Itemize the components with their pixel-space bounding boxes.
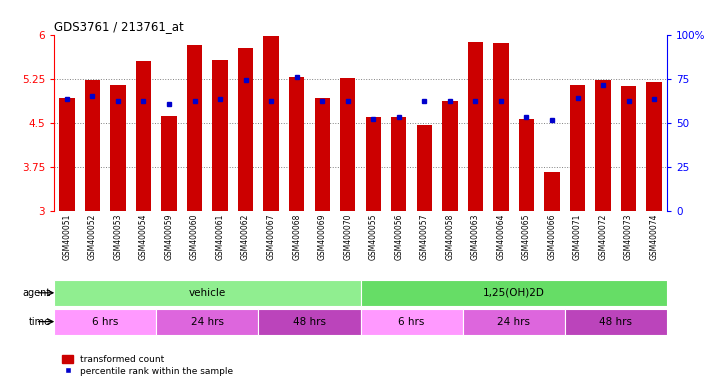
Bar (647, 82, 662, 211)
Bar (187, 45, 202, 211)
Text: 48 hrs: 48 hrs (599, 316, 632, 327)
Bar (238, 48, 253, 211)
Text: GSM400073: GSM400073 (624, 213, 633, 260)
Text: GDS3761 / 213761_at: GDS3761 / 213761_at (54, 20, 184, 33)
Text: GSM400052: GSM400052 (88, 213, 97, 260)
Text: GSM400058: GSM400058 (446, 213, 454, 260)
Bar (340, 78, 355, 211)
Bar (544, 172, 559, 211)
Text: GSM400067: GSM400067 (267, 213, 275, 260)
Bar (360, 309, 463, 334)
Text: GSM400074: GSM400074 (650, 213, 659, 260)
Bar (468, 42, 483, 211)
Bar (360, 280, 667, 306)
Bar (596, 81, 611, 211)
Bar (162, 116, 177, 211)
Text: GSM400071: GSM400071 (573, 213, 582, 260)
Text: 24 hrs: 24 hrs (191, 316, 224, 327)
Text: GSM400060: GSM400060 (190, 213, 199, 260)
Bar (314, 98, 329, 211)
Text: 48 hrs: 48 hrs (293, 316, 326, 327)
Bar (442, 101, 458, 211)
Bar (519, 119, 534, 211)
Bar (565, 309, 667, 334)
Text: GSM400064: GSM400064 (497, 213, 505, 260)
Text: GSM400055: GSM400055 (368, 213, 378, 260)
Text: GSM400057: GSM400057 (420, 213, 429, 260)
Bar (213, 60, 228, 211)
Text: GSM400059: GSM400059 (164, 213, 174, 260)
Text: GSM400061: GSM400061 (216, 213, 224, 260)
Bar (366, 117, 381, 211)
Bar (289, 77, 304, 211)
Text: GSM400053: GSM400053 (113, 213, 123, 260)
Text: GSM400054: GSM400054 (139, 213, 148, 260)
Text: GSM400070: GSM400070 (343, 213, 353, 260)
Text: agent: agent (22, 288, 50, 298)
Bar (54, 280, 360, 306)
Bar (391, 117, 407, 211)
Bar (493, 43, 508, 211)
Text: 6 hrs: 6 hrs (92, 316, 118, 327)
Text: GSM400056: GSM400056 (394, 213, 403, 260)
Bar (263, 36, 279, 211)
Text: 1,25(OH)2D: 1,25(OH)2D (483, 288, 544, 298)
Bar (570, 84, 585, 211)
Text: GSM400069: GSM400069 (318, 213, 327, 260)
Bar (258, 309, 360, 334)
Text: GSM400068: GSM400068 (292, 213, 301, 260)
Bar (463, 309, 565, 334)
Bar (156, 309, 258, 334)
Text: GSM400063: GSM400063 (471, 213, 480, 260)
Bar (417, 125, 432, 211)
Legend: transformed count, percentile rank within the sample: transformed count, percentile rank withi… (58, 352, 237, 379)
Text: GSM400066: GSM400066 (547, 213, 557, 260)
Text: time: time (28, 316, 50, 327)
Text: vehicle: vehicle (189, 288, 226, 298)
Bar (54, 309, 156, 334)
Text: 6 hrs: 6 hrs (399, 316, 425, 327)
Text: GSM400051: GSM400051 (62, 213, 71, 260)
Bar (621, 86, 637, 211)
Bar (110, 84, 125, 211)
Bar (136, 61, 151, 211)
Text: 24 hrs: 24 hrs (497, 316, 530, 327)
Bar (85, 81, 100, 211)
Text: GSM400065: GSM400065 (522, 213, 531, 260)
Bar (59, 98, 74, 211)
Text: GSM400062: GSM400062 (241, 213, 250, 260)
Text: GSM400072: GSM400072 (598, 213, 608, 260)
